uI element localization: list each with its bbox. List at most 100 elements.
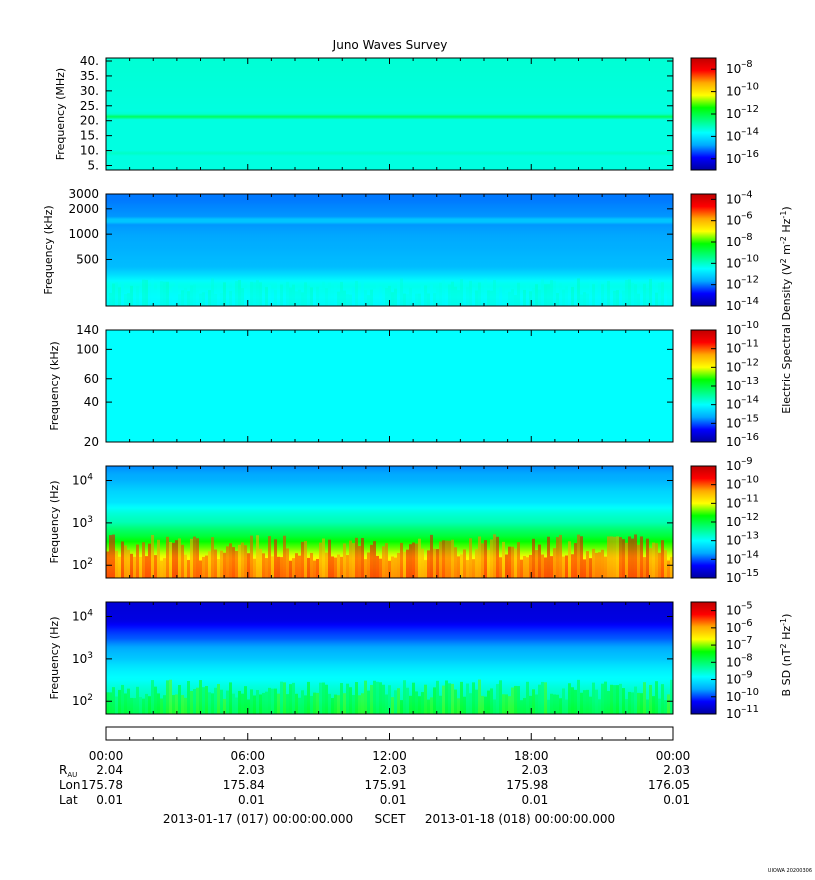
ephemeris-value: 2.03 (238, 763, 265, 777)
colorbar-tick-exp: –12 (741, 357, 759, 368)
colorbar-tick-label: 10–14 (726, 395, 759, 412)
colorbar-tick-label: 10–16 (726, 432, 759, 449)
colorbar-tick-exp: –12 (741, 104, 759, 115)
y-tick-label: 3000 (68, 187, 99, 201)
y-tick-label: 20 (84, 435, 99, 449)
colorbar-tick-exp: –6 (741, 211, 752, 222)
y-tick-label-exp: 3 (87, 651, 93, 661)
colorbar-tick-exp: –10 (741, 475, 759, 486)
y-tick-label: 30. (80, 84, 99, 98)
ephemeris-value: 175.78 (81, 778, 123, 792)
colorbar-tick-exp: –7 (741, 635, 752, 646)
colorbar-tick-exp: –10 (741, 320, 759, 331)
colorbar-tick-label: 10–14 (726, 296, 759, 313)
colorbar-tick-exp: –10 (741, 82, 759, 93)
colorbar-tick-exp: –6 (741, 618, 752, 629)
colorbar-tick-exp: –11 (741, 493, 759, 504)
panel-1: 5.10.15.20.25.30.35.40. Frequency (MHz) 10… (54, 54, 759, 173)
colorbar-tick-exp: –9 (741, 456, 752, 467)
time-tick-label: 06:00 (230, 749, 265, 763)
colorbar-tick-label: 10–4 (726, 189, 753, 206)
colorbar-tick-label: 10–9 (726, 670, 753, 687)
colorbar-tick-exp: –15 (741, 413, 759, 424)
y-tick-label: 500 (76, 252, 99, 266)
y-axis-label-2: Frequency (kHz) (42, 205, 55, 294)
colorbar-tick-label: 10–9 (726, 456, 753, 473)
colorbar-tick-label: 10–10 (726, 475, 759, 492)
colorbar-tick-label: 10–10 (726, 82, 759, 99)
y-tick-label: 103 (72, 651, 93, 666)
y-tick-label: 140 (76, 323, 99, 337)
time-tick-label: 18:00 (514, 749, 549, 763)
y-tick-label: 104 (72, 473, 93, 488)
y-tick-label: 35. (80, 69, 99, 83)
colorbar-tick-exp: –8 (741, 59, 752, 70)
colorbar-tick-exp: –5 (741, 601, 752, 612)
colorbar-tick-exp: –8 (741, 652, 752, 663)
colorbar-tick-exp: –11 (741, 339, 759, 350)
y-tick-label: 15. (80, 129, 99, 143)
colorbar-tick-label: 10–12 (726, 104, 759, 121)
colorbar-tick-label: 10–15 (726, 568, 759, 585)
colorbar-2 (690, 193, 717, 307)
colorbar-tick-label: 10–10 (726, 687, 759, 704)
texture-5 (106, 679, 673, 714)
colorbar-tick-label: 10–6 (726, 618, 753, 635)
chart-title: Juno Waves Survey (332, 38, 448, 52)
footer-scet-label: SCET (375, 812, 407, 826)
y-tick-label: 5. (88, 159, 99, 173)
y-tick-label: 102 (72, 557, 93, 572)
colorbar-tick-label: 10–11 (726, 704, 759, 721)
ephemeris-value: 176.05 (648, 778, 690, 792)
colorbar-tick-label: 10–13 (726, 376, 759, 393)
ephemeris-label: Lon (59, 778, 80, 792)
colorbar-tick-exp: –13 (741, 531, 759, 542)
colorbar-tick-label: 10–14 (726, 126, 759, 143)
spectrogram-2 (106, 194, 673, 306)
colorbar-tick-label: 10–12 (726, 357, 759, 374)
y-tick-label-exp: 4 (87, 473, 93, 483)
texture-2 (106, 278, 673, 306)
y-tick-label-exp: 4 (87, 609, 93, 619)
ephemeris-value: 0.01 (380, 793, 407, 807)
colorbar-tick-label: 10–8 (726, 232, 753, 249)
colorbar-tick-exp: –4 (741, 189, 752, 200)
colorbar-tick-label: 10–10 (726, 253, 759, 270)
y-tick-label: 103 (72, 515, 93, 530)
colorbar-tick-label: 10–10 (726, 320, 759, 337)
colorbar-tick-label: 10–11 (726, 493, 759, 510)
ephemeris-table: RAU 2.04 2.03 2.03 2.03 2.03 Lon 175.78 175.84 17… (59, 763, 690, 807)
colorbar-tick-label: 10–12 (726, 275, 759, 292)
colorbar-tick-exp: –14 (741, 395, 759, 406)
colorbar-tick-exp: –10 (741, 687, 759, 698)
colorbar-tick-label: 10–13 (726, 531, 759, 548)
colorbar-tick-label: 10–12 (726, 512, 759, 529)
colorbar-tick-label: 10–11 (726, 339, 759, 356)
y-tick-label: 40. (80, 54, 99, 68)
y-tick-label: 104 (72, 609, 93, 624)
y-axis-label-1: Frequency (MHz) (54, 68, 67, 160)
y-tick-label: 20. (80, 114, 99, 128)
texture-4 (106, 534, 673, 578)
colorbar-tick-label: 10–5 (726, 601, 753, 618)
colorbar-tick-exp: –12 (741, 275, 759, 286)
ephemeris-label: RAU (59, 763, 77, 779)
y-tick-label: 102 (72, 693, 93, 708)
ephemeris-value: 175.91 (365, 778, 407, 792)
colorbar-tick-label: 10–8 (726, 652, 753, 669)
y-tick-label: 2000 (68, 202, 99, 216)
y-tick-label: 40 (84, 395, 99, 409)
y-tick-label: 25. (80, 99, 99, 113)
colorbar-tick-exp: –16 (741, 149, 759, 160)
y-axis-label-5: Frequency (Hz) (48, 617, 61, 700)
colorbar-tick-exp: –15 (741, 568, 759, 579)
colorbar-tick-exp: –14 (741, 126, 759, 137)
colorbar-tick-exp: –14 (741, 549, 759, 560)
ephemeris-value: 2.03 (380, 763, 407, 777)
spectrogram-3 (106, 330, 673, 442)
ephemeris-label-sub: AU (67, 771, 77, 779)
